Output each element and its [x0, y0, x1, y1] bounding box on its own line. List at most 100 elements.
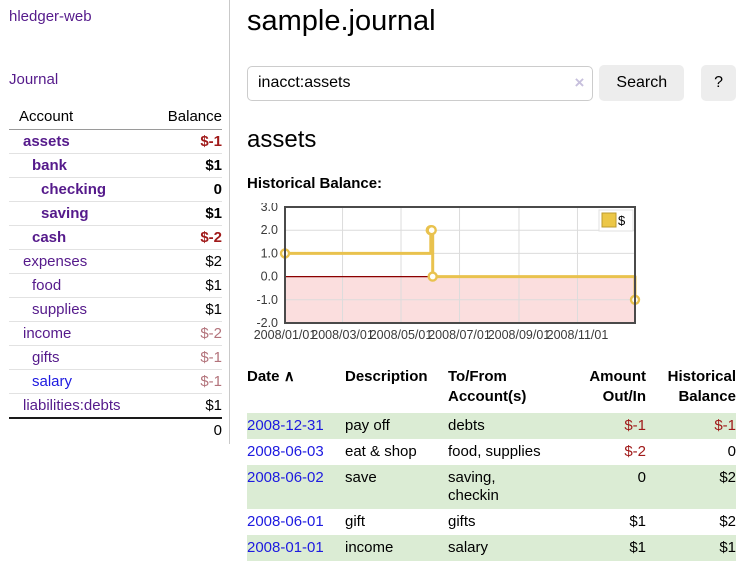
transaction-date-link[interactable]: 2008-06-01: [247, 513, 324, 530]
accounts-total-balance: 0: [152, 417, 222, 442]
description: gift: [345, 513, 366, 530]
svg-text:2008/03/01: 2008/03/01: [311, 328, 374, 342]
accounts-total-row: 0: [9, 417, 222, 442]
transaction-date-link[interactable]: 2008-12-31: [247, 417, 324, 434]
register-table: Date ∧ Description To/From Account(s) Am…: [247, 367, 736, 561]
svg-text:2008/11/01: 2008/11/01: [547, 328, 609, 342]
account-row: bank $1: [9, 153, 222, 178]
register-row: 2008-01-01 income salary $1 $1: [247, 535, 736, 561]
description: save: [345, 469, 377, 486]
account-link[interactable]: income: [23, 325, 72, 342]
search-box: ×: [247, 65, 594, 101]
description: pay off: [345, 417, 390, 434]
tofrom-accounts: gifts: [448, 513, 476, 530]
account-row: checking 0: [9, 177, 222, 202]
account-link[interactable]: saving: [41, 205, 89, 222]
register-row: 2008-12-31 pay off debts $-1 $-1: [247, 413, 736, 439]
transaction-date-link[interactable]: 2008-06-02: [247, 469, 324, 486]
register-header-row: Date ∧ Description To/From Account(s) Am…: [247, 367, 736, 413]
svg-text:$: $: [618, 213, 626, 228]
description: income: [345, 539, 394, 556]
tofrom-accounts: salary: [448, 539, 489, 556]
account-link[interactable]: salary: [32, 373, 73, 390]
account-row: liabilities:debts $1: [9, 393, 222, 418]
account-row: gifts $-1: [9, 345, 222, 370]
account-link[interactable]: checking: [41, 181, 107, 198]
historical-balance: $2: [719, 513, 736, 530]
account-row: supplies $1: [9, 297, 222, 322]
account-link[interactable]: cash: [32, 229, 67, 246]
account-row: income $-2: [9, 321, 222, 346]
amount-out-in: $-1: [624, 417, 646, 434]
account-row: expenses $2: [9, 249, 222, 274]
amount-out-in: $1: [629, 539, 646, 556]
amount-column-header: Amount Out/In: [589, 368, 646, 405]
account-link[interactable]: supplies: [32, 301, 88, 318]
svg-text:1.0: 1.0: [261, 246, 278, 260]
svg-text:2.0: 2.0: [261, 223, 278, 237]
account-balance: $-1: [152, 345, 222, 370]
tofrom-accounts: saving, checkin: [448, 469, 499, 504]
account-balance: 0: [152, 177, 222, 202]
description: eat & shop: [345, 443, 417, 460]
chart-container: 3.0 2.0 1.0 0.0 -1.0 -2.0 2008/01/01 2008/03/01…: [247, 200, 736, 349]
svg-text:2008/05/01: 2008/05/01: [370, 328, 433, 342]
account-link[interactable]: liabilities:debts: [23, 397, 121, 414]
balance-column-header: Balance: [152, 105, 222, 130]
sidebar: hledger-web Journal Account Balance asse…: [0, 0, 230, 444]
account-balance: $-2: [152, 225, 222, 250]
date-column-header[interactable]: Date ∧: [247, 368, 295, 385]
account-link[interactable]: bank: [32, 157, 68, 174]
transaction-date-link[interactable]: 2008-01-01: [247, 539, 324, 556]
register-row: 2008-06-01 gift gifts $1 $2: [247, 509, 736, 535]
sidebar-accounts-body: assets $-1 bank $1 checking 0 saving $1 cash $-2 e…: [9, 130, 222, 418]
account-balance: $-1: [152, 369, 222, 394]
account-link[interactable]: assets: [23, 133, 70, 150]
description-column-header: Description: [345, 368, 428, 385]
account-row: cash $-2: [9, 225, 222, 250]
svg-text:0.0: 0.0: [261, 270, 278, 284]
chart-title: Historical Balance:: [247, 175, 383, 192]
account-balance: $1: [152, 201, 222, 226]
account-row: salary $-1: [9, 369, 222, 394]
svg-text:2008/09/01: 2008/09/01: [488, 328, 551, 342]
search-input[interactable]: [247, 65, 594, 101]
historical-balance: 0: [727, 443, 736, 460]
account-balance: $1: [152, 393, 222, 418]
amount-out-in: $-2: [624, 443, 646, 460]
register-row: 2008-06-03 eat & shop food, supplies $-2 0: [247, 439, 736, 465]
sort-ascending-icon: ∧: [283, 368, 295, 385]
account-balance: $1: [152, 273, 222, 298]
account-heading: assets: [247, 126, 317, 153]
account-link[interactable]: expenses: [23, 253, 88, 270]
tofrom-column-header: To/From Account(s): [448, 368, 527, 405]
account-link[interactable]: food: [32, 277, 62, 294]
account-balance: $1: [152, 297, 222, 322]
amount-out-in: $1: [629, 513, 646, 530]
app-title-link[interactable]: hledger-web: [9, 8, 92, 25]
search-button[interactable]: Search: [599, 65, 685, 101]
balance-chart: 3.0 2.0 1.0 0.0 -1.0 -2.02008/01/012008/03/01…: [254, 200, 641, 342]
svg-text:-2.0: -2.0: [256, 316, 278, 330]
svg-text:-1.0: -1.0: [256, 293, 278, 307]
page-title: sample.journal: [247, 5, 436, 37]
main-content: sample.journal × Search ? assets Histori…: [247, 0, 736, 561]
transaction-date-link[interactable]: 2008-06-03: [247, 443, 324, 460]
tofrom-accounts: food, supplies: [448, 443, 541, 460]
register-row: 2008-06-02 save saving, checkin 0 $2: [247, 465, 736, 509]
historical-balance: $1: [719, 539, 736, 556]
account-row: assets $-1: [9, 130, 222, 154]
amount-out-in: 0: [637, 469, 646, 486]
balance-column-header-register: Historical Balance: [667, 368, 736, 405]
clear-search-icon[interactable]: ×: [574, 72, 585, 92]
account-link[interactable]: gifts: [32, 349, 60, 366]
account-balance: $1: [152, 153, 222, 178]
nav-journal-link[interactable]: Journal: [9, 71, 59, 88]
historical-balance: $2: [719, 469, 736, 486]
accounts-table: Account Balance assets $-1 bank $1 checking 0…: [9, 105, 222, 442]
account-balance: $-2: [152, 321, 222, 346]
account-balance: $2: [152, 249, 222, 274]
search-form: × Search ?: [247, 65, 736, 101]
help-button[interactable]: ?: [701, 65, 736, 101]
tofrom-accounts: debts: [448, 417, 485, 434]
